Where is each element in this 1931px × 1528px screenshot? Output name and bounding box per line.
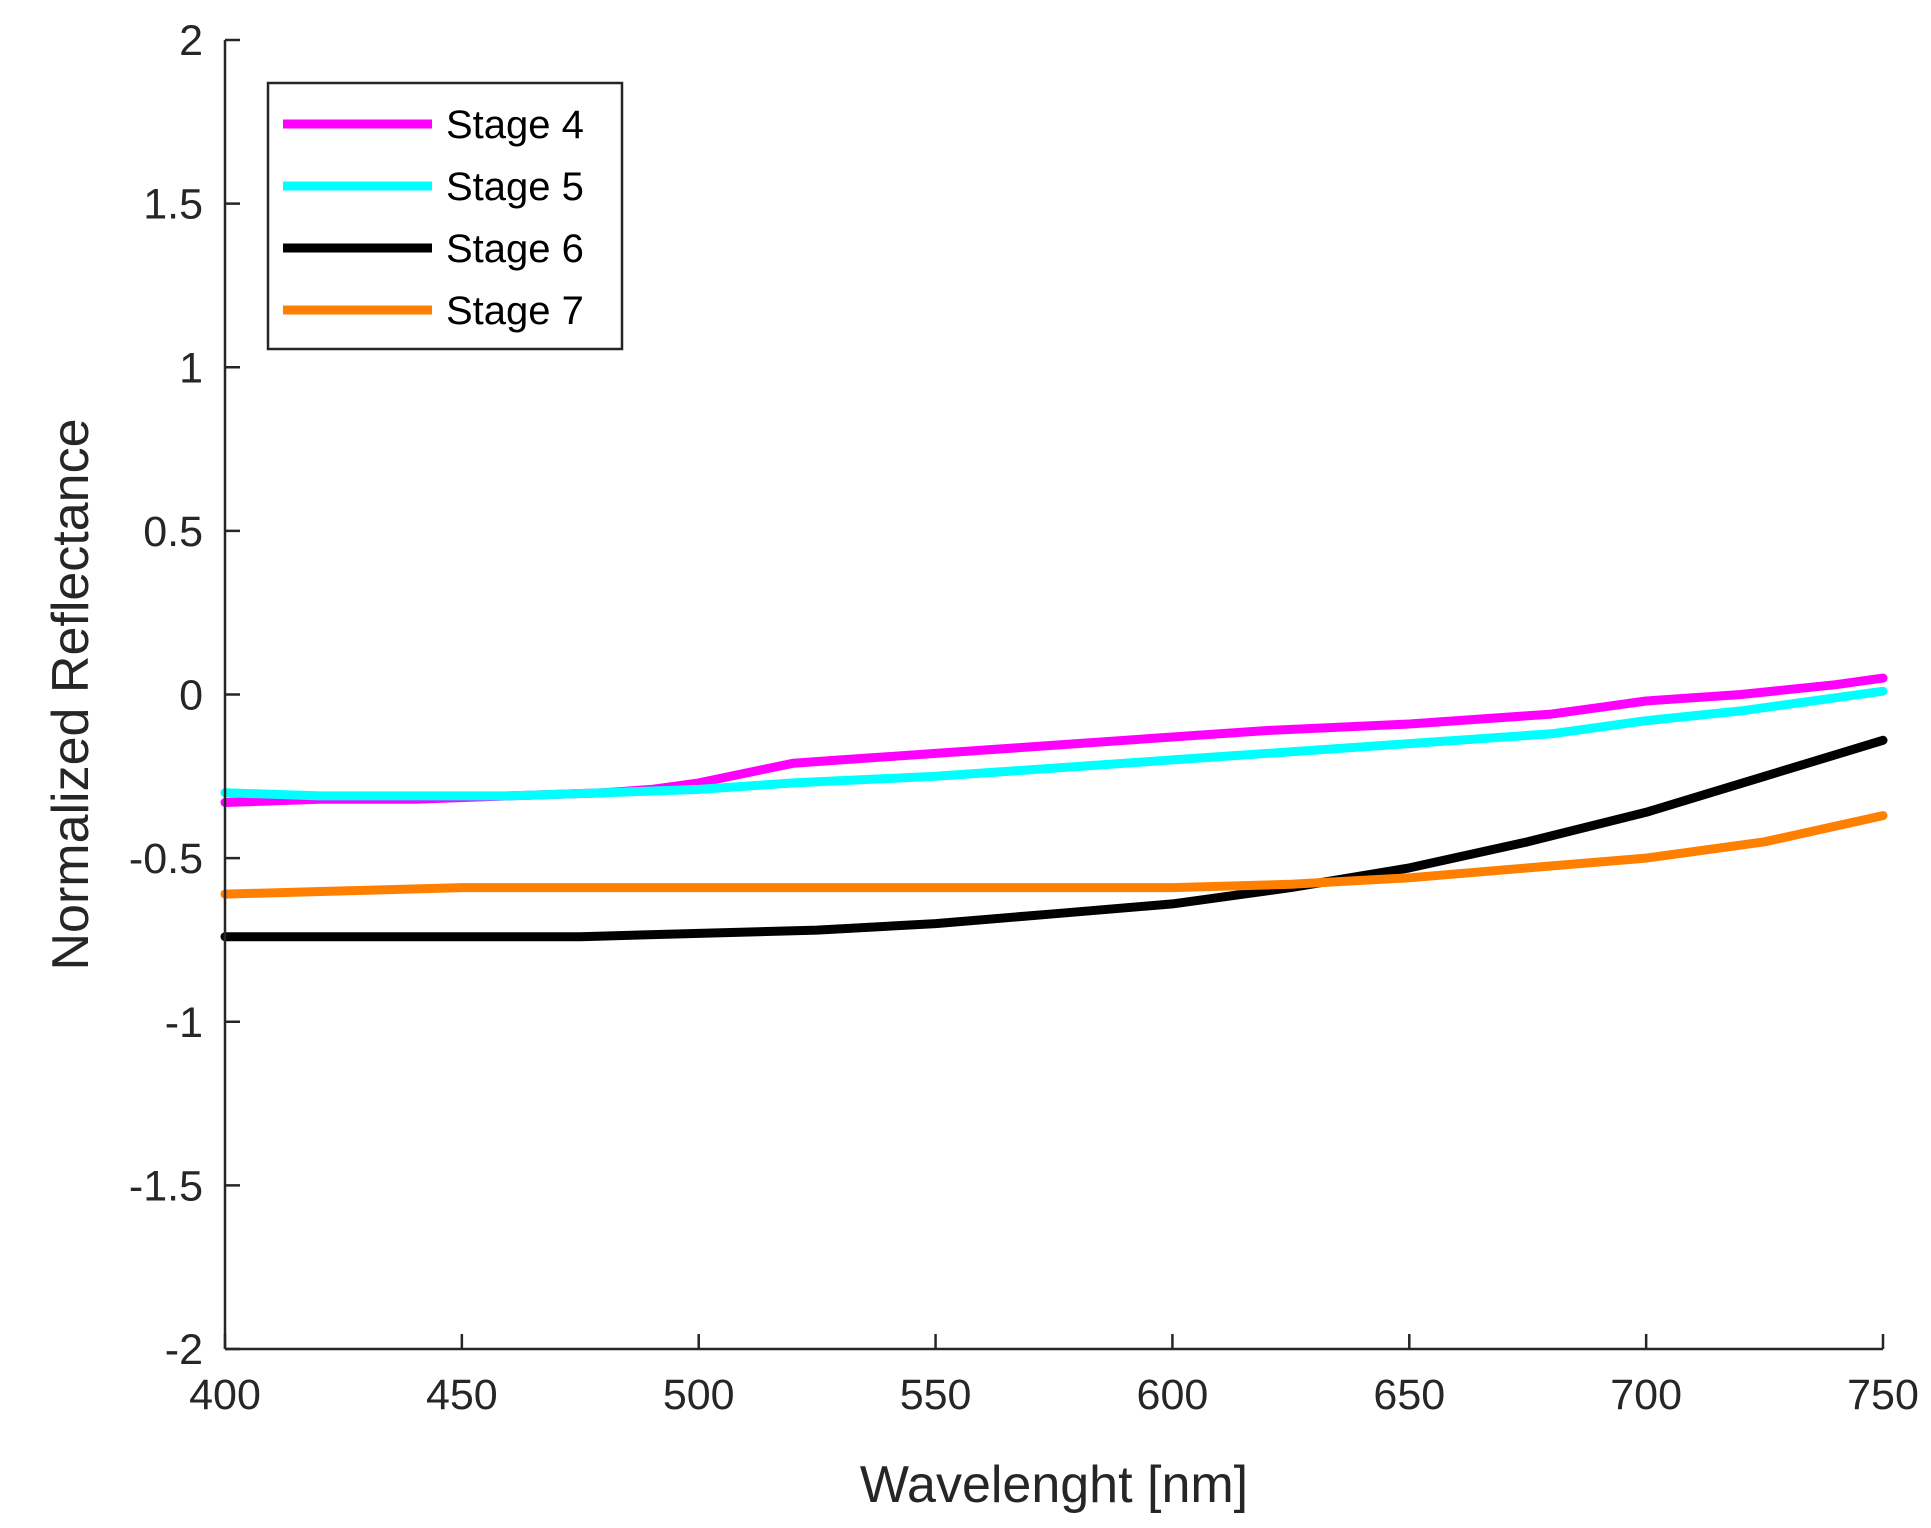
x-tick-label: 750 (1847, 1371, 1919, 1419)
x-tick-label: 650 (1373, 1371, 1445, 1419)
x-axis-ticks: 400 450 500 550 600 650 700 750 (189, 1334, 1919, 1419)
x-tick-label: 450 (426, 1371, 498, 1419)
x-axis-title: Wavelenght [nm] (860, 1456, 1248, 1514)
series-line-stage-6 (220, 735, 1888, 942)
y-tick-label: -0.5 (129, 835, 203, 883)
y-tick-label: 1.5 (143, 181, 203, 229)
x-tick-label: 600 (1137, 1371, 1209, 1419)
legend: Stage 4 Stage 5 Stage 6 Stage 7 (266, 81, 624, 351)
legend-label: Stage 5 (446, 165, 584, 209)
y-tick-label: -1 (165, 999, 203, 1047)
x-tick-label: 550 (900, 1371, 972, 1419)
y-tick-label: -2 (165, 1326, 203, 1374)
series-layer (220, 673, 1888, 942)
legend-label: Stage 7 (446, 289, 584, 333)
x-tick-label: 400 (189, 1371, 261, 1419)
x-tick-label: 700 (1610, 1371, 1682, 1419)
series-line-stage-4 (220, 673, 1888, 807)
series-line-stage-7 (220, 811, 1888, 899)
legend-label: Stage 4 (446, 103, 584, 147)
series-line-stage-5 (220, 686, 1888, 801)
y-axis-title: Normalized Reflectance (42, 418, 100, 970)
legend-label: Stage 6 (446, 227, 584, 271)
y-tick-label: 1 (179, 344, 203, 392)
y-tick-label: 0 (179, 672, 203, 720)
y-tick-label: -1.5 (129, 1162, 203, 1210)
y-tick-label: 2 (179, 17, 203, 65)
y-tick-label: 0.5 (143, 508, 203, 556)
legend-items: Stage 4 Stage 5 Stage 6 Stage 7 (283, 103, 584, 333)
plot-area: 400 450 500 550 600 650 700 750 -2 -1.5 -1 -0.5 0 0.… (129, 17, 1919, 1419)
x-tick-label: 500 (663, 1371, 735, 1419)
y-axis-ticks: -2 -1.5 -1 -0.5 0 0.5 1 1.5 2 (129, 17, 240, 1374)
